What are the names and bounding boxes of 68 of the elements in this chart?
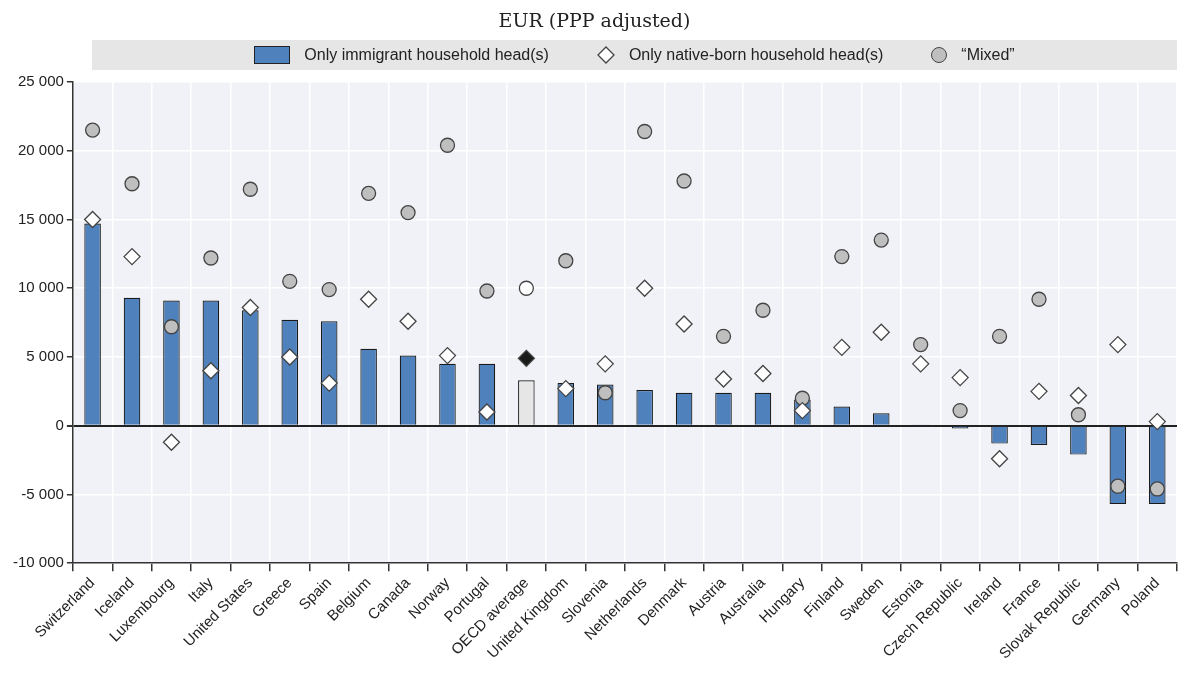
- point: [951, 368, 969, 387]
- point: [637, 123, 653, 140]
- point: [675, 315, 693, 333]
- point: [794, 390, 811, 406]
- point: [833, 338, 851, 357]
- point: [913, 336, 929, 353]
- y-tick-label: -10 000: [13, 553, 64, 571]
- point: [755, 302, 771, 318]
- point: [282, 273, 298, 290]
- point: [873, 232, 889, 248]
- x-tick-label: Italy: [184, 573, 217, 606]
- y-tick-label: 10 000: [17, 278, 64, 296]
- point: [557, 379, 575, 398]
- point: [1109, 335, 1127, 354]
- point: [241, 298, 259, 317]
- point: [714, 370, 733, 388]
- point: [676, 173, 692, 189]
- point: [320, 374, 338, 392]
- point: [478, 403, 496, 421]
- point: [597, 385, 613, 401]
- point: [162, 433, 181, 451]
- point: [124, 176, 140, 192]
- point: [1149, 481, 1165, 497]
- point: [439, 137, 456, 153]
- point: [202, 362, 220, 380]
- point: [1069, 386, 1088, 405]
- legend-label: Only native-born household head(s): [628, 46, 884, 64]
- point: [438, 346, 457, 365]
- legend-label: “Mixed”: [961, 46, 1015, 64]
- point: [479, 283, 495, 299]
- y-tick-label: 20 000: [17, 140, 64, 158]
- legend-label: Only immigrant household head(s): [304, 46, 549, 64]
- chart-title: EUR (PPP adjusted): [497, 8, 692, 33]
- y-tick-label: 25 000: [17, 72, 64, 90]
- point: [990, 450, 1009, 468]
- point: [912, 355, 930, 373]
- point: [1031, 291, 1047, 307]
- point: [754, 364, 772, 383]
- point: [281, 348, 299, 366]
- point: [360, 185, 377, 202]
- point: [991, 328, 1008, 345]
- point: [84, 122, 101, 138]
- point: [1030, 382, 1048, 401]
- point: [321, 281, 337, 298]
- point: [203, 250, 219, 266]
- point: [596, 355, 614, 373]
- point: [872, 323, 890, 341]
- point: [1110, 478, 1126, 494]
- point: [715, 328, 732, 345]
- point: [558, 253, 574, 269]
- point: [793, 401, 812, 420]
- point: [83, 210, 102, 229]
- point: [123, 247, 141, 266]
- point: [400, 204, 416, 221]
- point: [636, 279, 654, 297]
- point: [242, 181, 258, 197]
- y-tick-label: -5 000: [21, 484, 64, 502]
- point: [1148, 412, 1166, 431]
- point: [359, 290, 378, 308]
- point: [399, 312, 417, 330]
- point: [517, 349, 535, 368]
- y-tick-label: 0: [55, 415, 64, 433]
- point: [834, 248, 850, 265]
- point: [163, 319, 180, 335]
- point: [1070, 407, 1087, 423]
- y-tick-label: 5 000: [26, 347, 64, 365]
- point: [952, 402, 968, 419]
- y-tick-label: 15 000: [17, 209, 64, 227]
